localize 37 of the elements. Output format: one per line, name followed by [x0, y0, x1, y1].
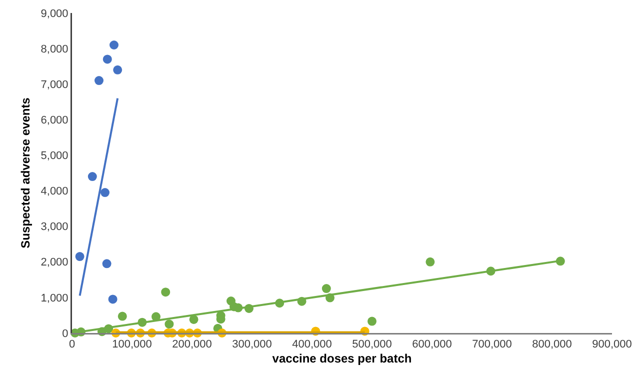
y-tick-label: 9,000 [40, 8, 68, 20]
point [189, 314, 198, 324]
point [75, 252, 84, 262]
x-axis-title: vaccine doses per batch [272, 351, 412, 366]
y-tick-label: 0 [62, 328, 68, 340]
y-tick-label: 6,000 [40, 114, 68, 127]
point [113, 65, 122, 74]
x-tick-label: 200,000 [172, 338, 212, 351]
point [164, 320, 174, 329]
x-tick-label: 600,000 [412, 338, 452, 351]
x-tick-label: 500,000 [352, 338, 392, 351]
point [102, 259, 112, 268]
point [88, 172, 97, 182]
point [100, 188, 110, 198]
point [322, 284, 331, 294]
point [368, 316, 376, 326]
x-tick-label: 300,000 [232, 338, 272, 351]
point [161, 288, 170, 297]
y-axis-title: Suspected adverse events [18, 97, 32, 248]
point [108, 294, 118, 304]
y-tick-label: 5,000 [40, 150, 68, 162]
y-tick-label: 8,000 [40, 43, 68, 56]
x-tick-label: 100,000 [112, 338, 152, 351]
y-tick-label: 1,000 [40, 292, 68, 304]
y-tick-label: 3,000 [40, 221, 68, 234]
y-tick-label: 4,000 [40, 186, 68, 198]
x-tick-label: 800,000 [532, 338, 572, 351]
x-tick-label: 400,000 [292, 338, 332, 351]
y-tick-label: 7,000 [40, 78, 68, 91]
x-tick-label: 700,000 [472, 338, 512, 351]
point [426, 257, 435, 266]
y-tick-label: 2,000 [40, 256, 68, 269]
point [118, 312, 127, 321]
point [110, 40, 118, 50]
point [102, 54, 112, 64]
point [94, 76, 104, 86]
x-tick-label: 900,000 [592, 338, 632, 351]
